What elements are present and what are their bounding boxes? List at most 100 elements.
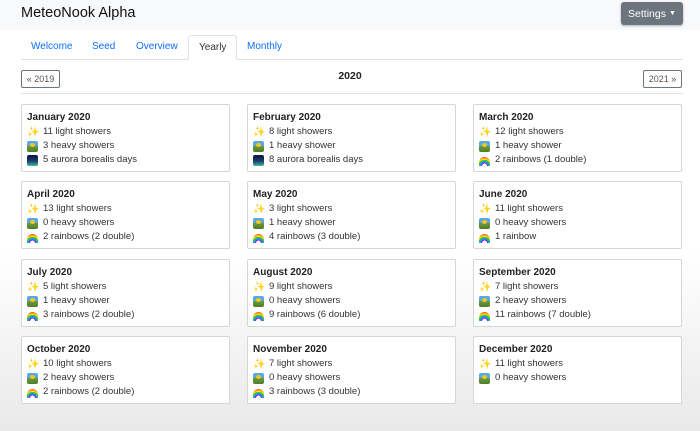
stat-text: 2 heavy showers xyxy=(43,372,115,383)
month-card: November 2020 ✨ 7 light showers 0 heavy sho… xyxy=(247,336,456,404)
stat-text: 0 heavy showers xyxy=(495,372,567,383)
stat-row: 1 heavy shower xyxy=(27,294,224,308)
stat-text: 12 light showers xyxy=(495,126,564,137)
month-card: December 2020 ✨ 11 light showers 0 heavy sh… xyxy=(473,336,682,404)
sparkles-icon: ✨ xyxy=(479,126,492,138)
stat-row: 1 rainbow xyxy=(479,230,676,244)
stat-text: 0 heavy showers xyxy=(269,295,341,306)
tab-overview[interactable]: Overview xyxy=(136,41,178,52)
stat-row: ✨ 8 light showers xyxy=(253,125,450,139)
prev-year-button[interactable]: « 2019 xyxy=(21,70,60,88)
month-card: June 2020 ✨ 11 light showers 0 heavy shower… xyxy=(473,181,682,249)
aurora-icon xyxy=(253,154,264,166)
rainbow-icon xyxy=(27,311,38,321)
stat-row: 0 heavy showers xyxy=(27,216,224,230)
month-title: February 2020 xyxy=(253,112,321,123)
meteor-shower-icon xyxy=(27,140,38,152)
month-title: September 2020 xyxy=(479,267,556,278)
month-title: January 2020 xyxy=(27,112,91,123)
stat-row: ✨ 7 light showers xyxy=(479,280,676,294)
stat-text: 0 heavy showers xyxy=(269,372,341,383)
stat-row: 4 rainbows (3 double) xyxy=(253,230,450,244)
month-title: May 2020 xyxy=(253,189,298,200)
meteor-shower-icon xyxy=(479,217,490,229)
sparkles-icon: ✨ xyxy=(479,203,492,215)
stat-text: 3 rainbows (3 double) xyxy=(269,386,361,397)
month-title: December 2020 xyxy=(479,344,553,355)
meteor-shower-icon xyxy=(479,372,490,384)
stat-row: 9 rainbows (6 double) xyxy=(253,308,450,322)
tab-welcome[interactable]: Welcome xyxy=(31,41,73,52)
rainbow-icon xyxy=(253,388,264,398)
stat-text: 8 light showers xyxy=(269,126,333,137)
stat-row: 1 heavy shower xyxy=(479,139,676,153)
next-year-button[interactable]: 2021 » xyxy=(643,70,682,88)
sparkles-icon: ✨ xyxy=(253,281,266,293)
meteor-shower-icon xyxy=(27,295,38,307)
brand-title[interactable]: MeteoNook Alpha xyxy=(21,5,136,21)
navbar: MeteoNook Alpha Settings ▼ xyxy=(0,0,700,30)
tab-yearly[interactable]: Yearly xyxy=(188,35,238,60)
stat-row: 3 heavy showers xyxy=(27,139,224,153)
stat-text: 5 light showers xyxy=(43,281,107,292)
stat-text: 1 heavy shower xyxy=(43,295,110,306)
stat-row: 2 rainbows (2 double) xyxy=(27,230,224,244)
stat-text: 0 heavy showers xyxy=(43,217,115,228)
stat-text: 1 heavy shower xyxy=(269,217,336,228)
stat-row: 3 rainbows (2 double) xyxy=(27,308,224,322)
stat-text: 0 heavy showers xyxy=(495,217,567,228)
stat-text: 7 light showers xyxy=(495,281,559,292)
stat-row: ✨ 12 light showers xyxy=(479,125,676,139)
month-card: January 2020 ✨ 11 light showers 3 heavy sho… xyxy=(21,104,230,172)
stat-text: 1 heavy shower xyxy=(269,140,336,151)
year-title: 2020 xyxy=(338,70,362,82)
sparkles-icon: ✨ xyxy=(479,281,492,293)
stat-row: 2 heavy showers xyxy=(479,294,676,308)
stat-row: ✨ 13 light showers xyxy=(27,202,224,216)
stat-row: 1 heavy shower xyxy=(253,139,450,153)
meteor-shower-icon xyxy=(27,372,38,384)
month-card: May 2020 ✨ 3 light showers 1 heavy shower 4 … xyxy=(247,181,456,249)
rainbow-icon xyxy=(253,233,264,243)
stat-text: 3 light showers xyxy=(269,203,333,214)
month-card: April 2020 ✨ 13 light showers 0 heavy showe… xyxy=(21,181,230,249)
stat-text: 2 rainbows (2 double) xyxy=(43,231,135,242)
meteor-shower-icon xyxy=(253,295,264,307)
stat-row: 1 heavy shower xyxy=(253,216,450,230)
tab-bar: Welcome Seed Overview Yearly Monthly xyxy=(21,35,683,60)
month-title: November 2020 xyxy=(253,344,327,355)
stat-text: 11 rainbows (7 double) xyxy=(495,309,591,320)
tab-monthly[interactable]: Monthly xyxy=(247,41,283,52)
stat-row: ✨ 11 light showers xyxy=(479,202,676,216)
stat-row: 2 heavy showers xyxy=(27,371,224,385)
stat-row: 5 aurora borealis days xyxy=(27,153,224,167)
stat-text: 1 rainbow xyxy=(495,231,537,242)
stat-row: 2 rainbows (2 double) xyxy=(27,385,224,399)
tab-seed[interactable]: Seed xyxy=(92,41,116,52)
stat-row: 0 heavy showers xyxy=(253,371,450,385)
settings-dropdown-button[interactable]: Settings ▼ xyxy=(621,2,683,25)
sparkles-icon: ✨ xyxy=(27,203,40,215)
stat-row: 2 rainbows (1 double) xyxy=(479,153,676,167)
stat-row: ✨ 11 light showers xyxy=(479,357,676,371)
caret-down-icon: ▼ xyxy=(669,10,676,17)
stat-row: 0 heavy showers xyxy=(479,216,676,230)
sparkles-icon: ✨ xyxy=(479,358,492,370)
stat-text: 13 light showers xyxy=(43,203,112,214)
sparkles-icon: ✨ xyxy=(27,358,40,370)
stat-row: ✨ 5 light showers xyxy=(27,280,224,294)
month-card: October 2020 ✨ 10 light showers 2 heavy sho… xyxy=(21,336,230,404)
month-title: March 2020 xyxy=(479,112,534,123)
meteor-shower-icon xyxy=(479,295,490,307)
sparkles-icon: ✨ xyxy=(253,203,266,215)
rainbow-icon xyxy=(253,311,264,321)
stat-text: 1 heavy shower xyxy=(495,140,562,151)
aurora-icon xyxy=(27,154,38,166)
divider xyxy=(21,93,683,94)
stat-text: 7 light showers xyxy=(269,358,333,369)
month-title: August 2020 xyxy=(253,267,313,278)
month-title: October 2020 xyxy=(27,344,91,355)
meteor-shower-icon xyxy=(479,140,490,152)
rainbow-icon xyxy=(479,311,490,321)
month-title: April 2020 xyxy=(27,189,75,200)
